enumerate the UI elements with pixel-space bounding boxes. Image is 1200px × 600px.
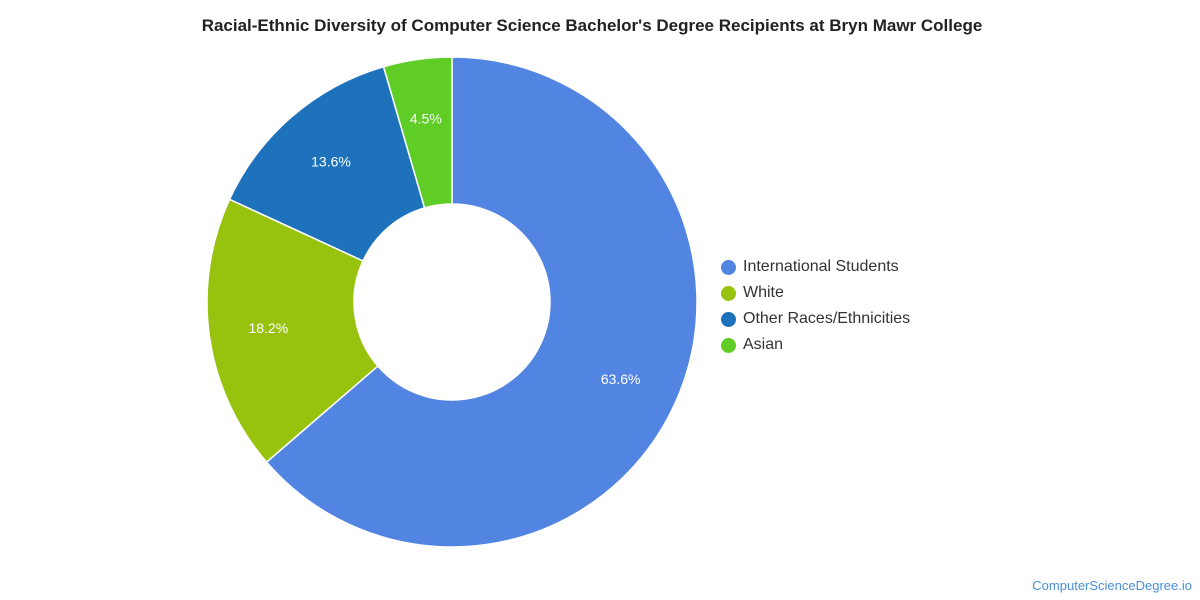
legend-swatch-other-races: [721, 311, 736, 327]
legend-swatch-white: [721, 285, 736, 301]
slice-label-white: 18.2%: [248, 320, 288, 336]
slice-label-international-students: 63.6%: [601, 371, 641, 387]
legend-label-international-students: International Students: [743, 258, 899, 275]
slice-label-other-races: 13.6%: [311, 153, 351, 169]
legend-swatch-asian: [721, 337, 736, 353]
chart-legend: International Students White Other Races…: [721, 254, 910, 358]
slice-other-races[interactable]: [228, 65, 426, 262]
legend-item-asian[interactable]: Asian: [721, 332, 910, 358]
legend-label-white: White: [743, 284, 784, 301]
chart-title: Racial-Ethnic Diversity of Computer Scie…: [201, 16, 983, 35]
legend-swatch-international-students: [721, 259, 736, 275]
legend-label-other-races: Other Races/Ethnicities: [743, 310, 911, 327]
site-watermark[interactable]: ComputerScienceDegree.io: [1032, 578, 1192, 593]
legend-item-international-students[interactable]: International Students: [721, 254, 910, 280]
legend-label-asian: Asian: [743, 336, 784, 353]
slice-white[interactable]: [206, 198, 379, 464]
legend-item-other-races[interactable]: Other Races/Ethnicities: [721, 306, 910, 332]
legend-item-white[interactable]: White: [721, 280, 910, 306]
slice-label-asian: 4.5%: [410, 110, 442, 126]
slice-asian[interactable]: [382, 56, 453, 209]
slice-international-students[interactable]: [265, 56, 698, 548]
